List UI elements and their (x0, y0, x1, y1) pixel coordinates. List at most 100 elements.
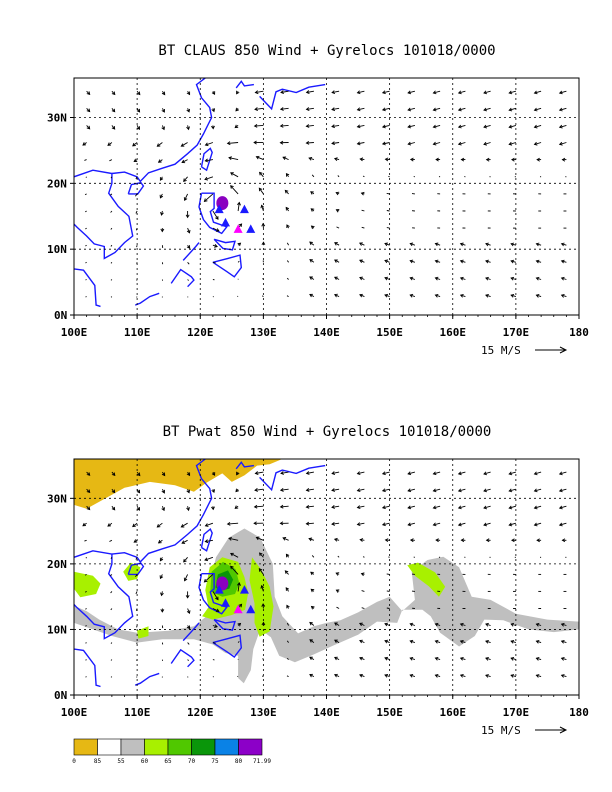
wind-vector (407, 505, 416, 510)
colorbar-swatch-6 (214, 738, 239, 756)
wind-vector (230, 185, 239, 195)
wind-vector (535, 639, 542, 644)
wind-vector (204, 158, 213, 163)
wind-vector (203, 574, 214, 583)
wind-vector (331, 522, 340, 526)
wind-vector (211, 90, 216, 95)
wind-vector (381, 107, 390, 112)
wind-vector (160, 608, 165, 613)
wind-vector (533, 505, 542, 510)
wind-vector (459, 276, 466, 281)
gyre-location-marker-2 (221, 598, 230, 607)
gyre-location-marker-2 (221, 217, 230, 227)
wind-vector (485, 259, 491, 264)
wind-vector (535, 674, 542, 678)
wind-vector (160, 228, 165, 233)
wind-vector (132, 142, 138, 147)
x-tick-label: 130E (250, 706, 277, 719)
wind-vector (409, 639, 416, 644)
wind-vector (237, 641, 240, 643)
bottom-chart-title: BT Pwat 850 Wind + Gyrelocs 101018/0000 (163, 424, 492, 440)
wind-vector (381, 124, 390, 129)
wind-vector (107, 142, 113, 146)
top-axes: 100E 110E 120E 130E 140E 150E 160E 170E 180 0N 10N… (47, 77, 589, 339)
wind-vector (185, 591, 190, 599)
wind-vector (533, 107, 542, 112)
wind-vector (407, 488, 416, 493)
wind-vector (136, 625, 138, 628)
coastline-segment-3 (127, 181, 145, 195)
wind-vector (331, 141, 340, 146)
colorbar-swatch-1 (97, 738, 122, 756)
wind-vector (285, 206, 290, 212)
wind-vector (409, 673, 416, 678)
wind-vector (282, 537, 289, 541)
wind-vector (286, 260, 289, 263)
wind-vector (212, 624, 218, 629)
wind-vector (309, 259, 315, 263)
wind-vector (432, 522, 441, 527)
wind-vector (409, 157, 415, 162)
colorbar-label-0: 0 (72, 758, 76, 765)
bottom-reference-arrowhead (559, 726, 568, 734)
wind-vector (533, 141, 542, 146)
wind-vector (286, 640, 289, 643)
colorbar-swatch-0 (73, 738, 98, 756)
wind-vector (485, 157, 491, 162)
wind-vector (186, 90, 191, 96)
wind-vector (483, 522, 491, 527)
wind-vector (279, 521, 289, 526)
wind-vector (286, 604, 290, 609)
wind-vector (558, 505, 567, 510)
wind-vector (305, 471, 314, 475)
wind-vector (136, 505, 140, 511)
coastline-segment-10 (134, 292, 160, 306)
wind-vector (335, 572, 340, 576)
wind-vector (432, 505, 441, 510)
wind-vector (558, 124, 567, 129)
gyre-location-marker-4 (246, 604, 256, 614)
wind-vector (212, 261, 216, 264)
wind-vector (183, 193, 189, 201)
wind-vector (85, 591, 87, 593)
top-gyre-markers (214, 196, 256, 233)
wind-vector (110, 625, 113, 627)
wind-vector (204, 539, 213, 544)
wind-vector (135, 193, 138, 197)
coastline-segment-10 (134, 672, 160, 686)
wind-vector (309, 276, 315, 280)
wind-vector (384, 276, 390, 281)
wind-vector (381, 488, 390, 493)
wind-vector (483, 107, 491, 112)
wind-vector (560, 639, 567, 644)
wind-vector (211, 125, 215, 130)
wind-vector (409, 293, 416, 298)
wind-vector (485, 656, 491, 661)
wind-vector (409, 656, 416, 661)
wind-vector (309, 656, 315, 661)
wind-vector (381, 90, 390, 95)
wind-vector (434, 622, 441, 627)
bottom-reference-vector: 15 M/S (481, 724, 568, 737)
wind-vector (359, 673, 365, 678)
wind-vector (432, 90, 441, 95)
wind-vector (331, 488, 340, 492)
wind-vector (386, 227, 390, 229)
pwat-region-7 (407, 562, 446, 597)
wind-vector (558, 522, 567, 527)
wind-vector (228, 536, 239, 541)
wind-vector (388, 175, 390, 178)
wind-vector (110, 261, 113, 264)
wind-vector (254, 471, 264, 476)
x-tick-label: 110E (124, 326, 151, 339)
x-tick-label: 120E (187, 326, 214, 339)
wind-vector (84, 193, 87, 196)
wind-vector (135, 608, 138, 611)
colorbar-swatch-5 (191, 738, 216, 756)
wind-vector (510, 276, 517, 281)
bottom-wind-vectors (82, 471, 567, 678)
coastline-segment-2 (111, 78, 213, 183)
y-tick-label: 30N (47, 492, 67, 505)
wind-vector (284, 570, 289, 575)
wind-vector (253, 140, 264, 145)
